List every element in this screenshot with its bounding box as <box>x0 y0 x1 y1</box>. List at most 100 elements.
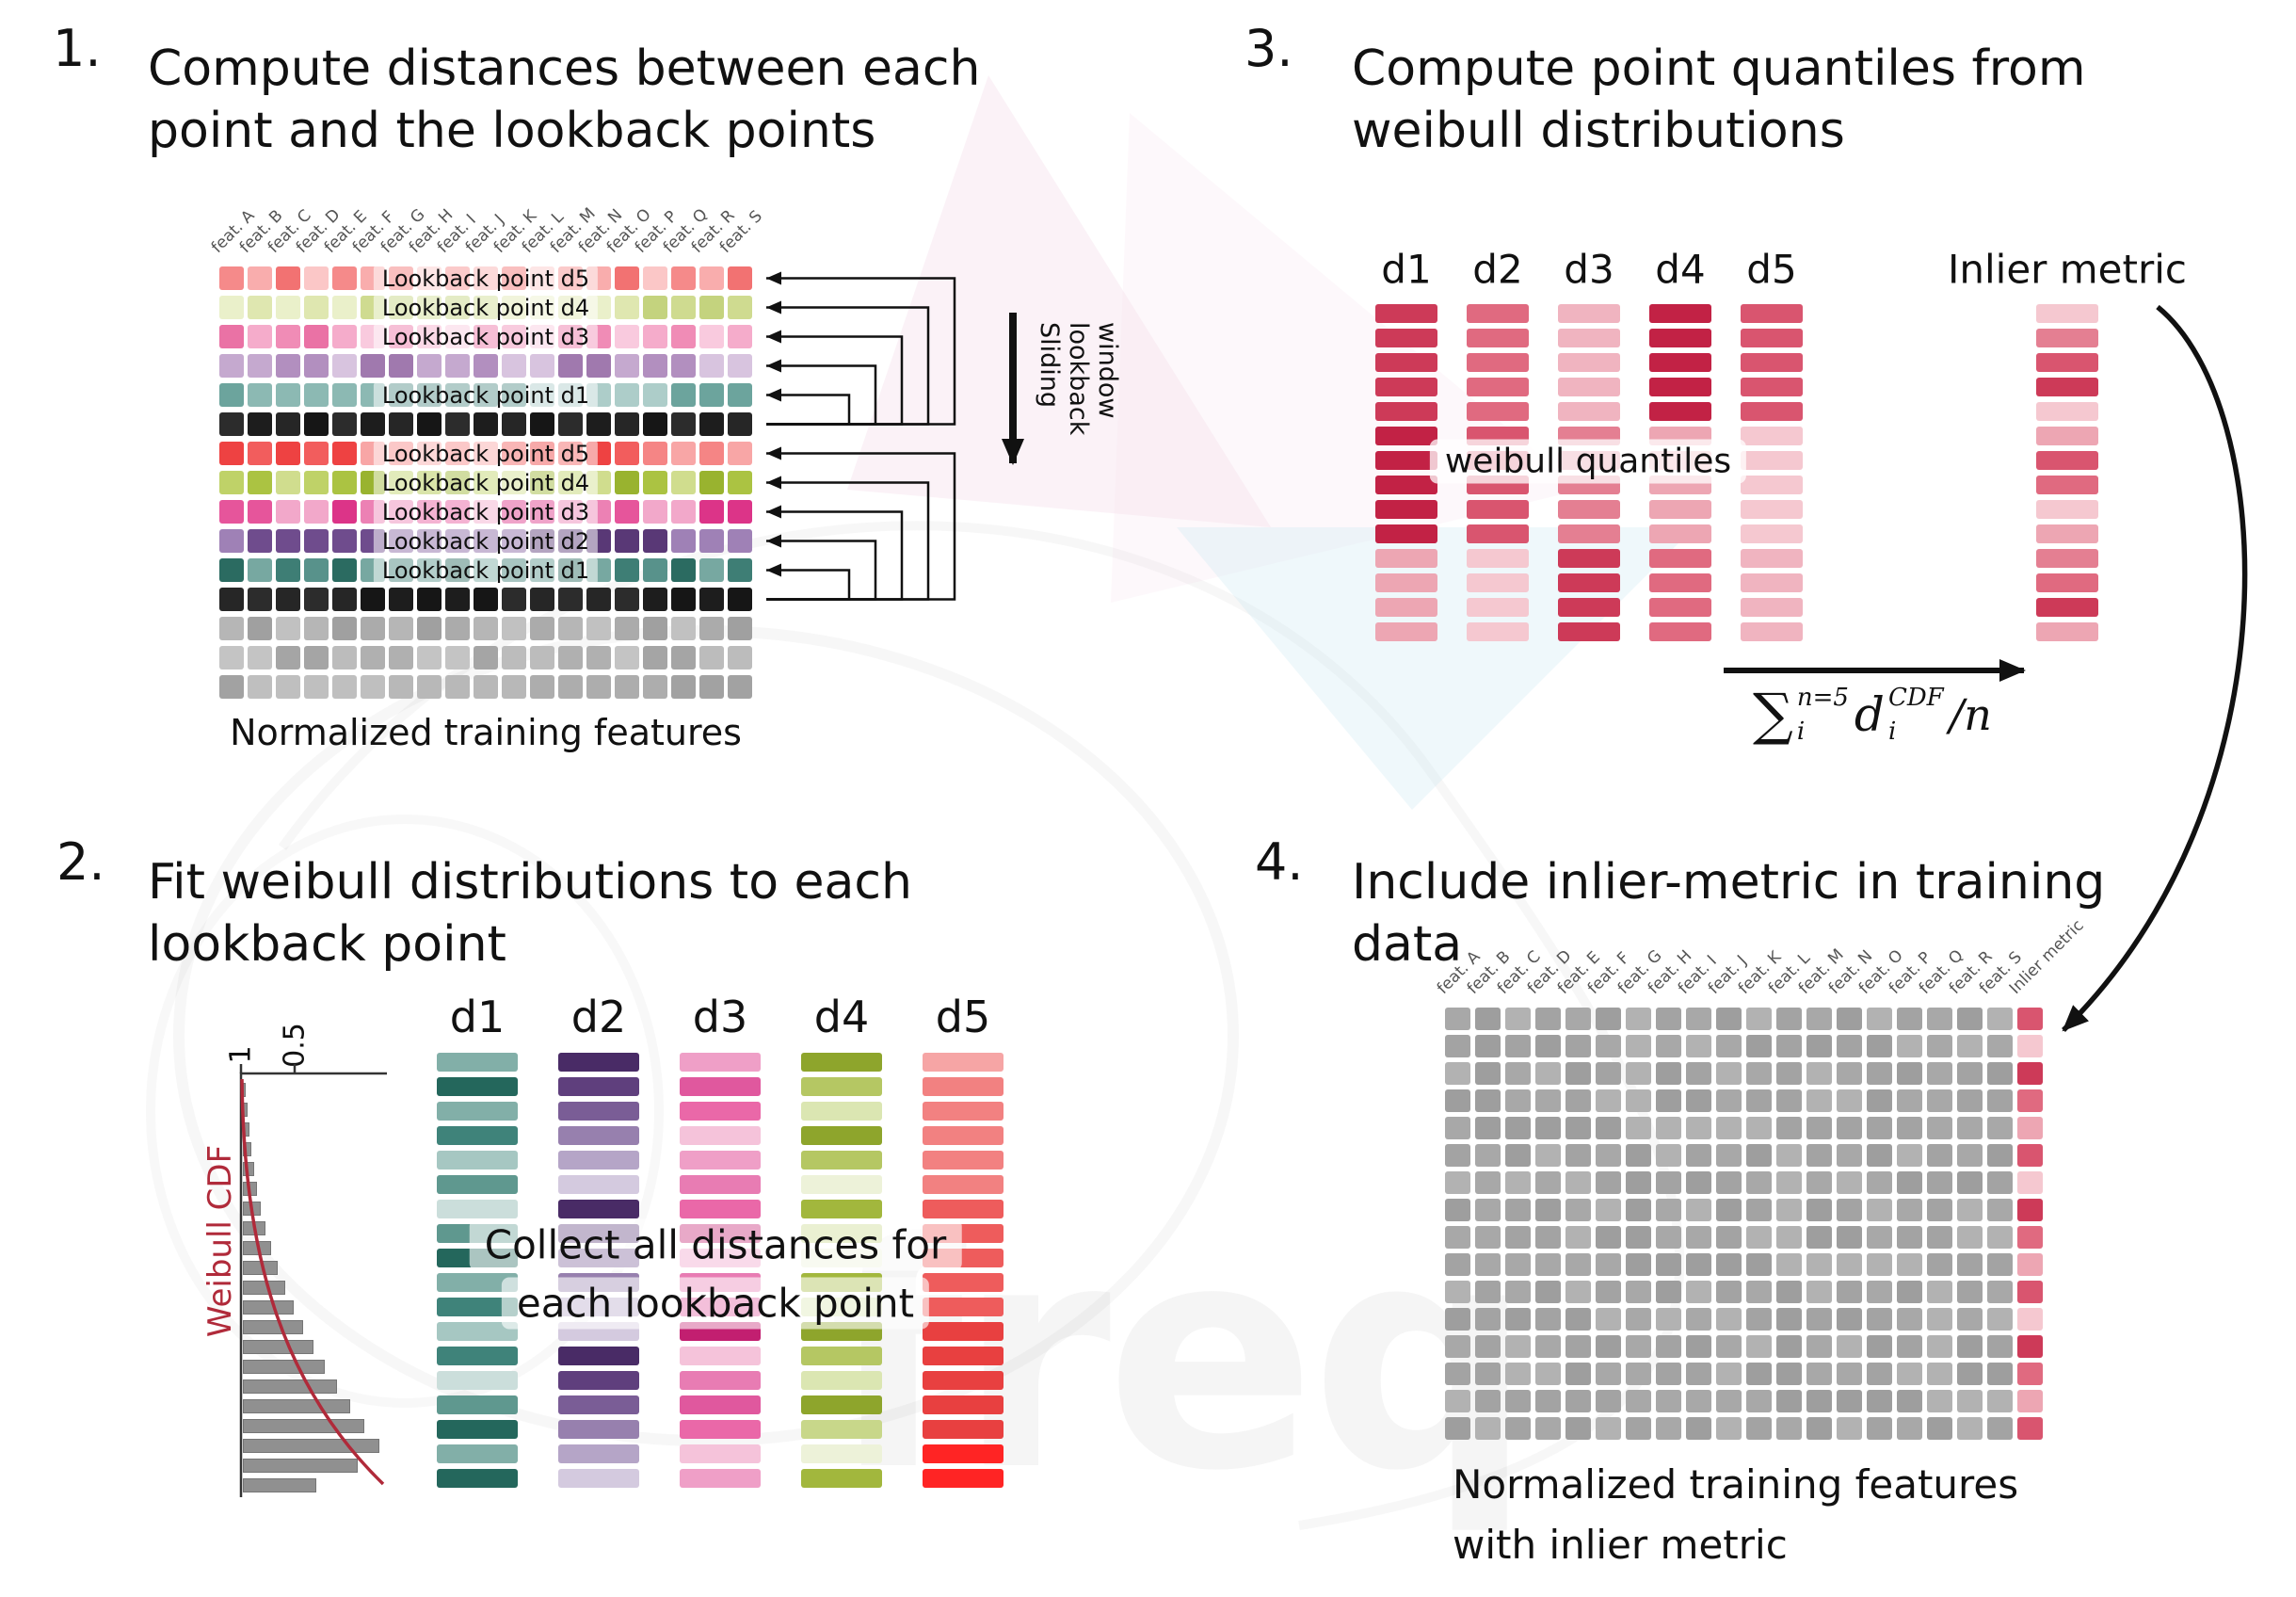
feature-cell <box>304 354 329 378</box>
feature-cell <box>1475 1089 1501 1112</box>
inlier-metric-cell <box>2017 1089 2043 1112</box>
feature-cell <box>1987 1253 2013 1276</box>
feature-cell <box>1505 1417 1531 1440</box>
feature-cell <box>304 646 329 669</box>
feature-cell <box>1987 1281 2013 1303</box>
feature-cell <box>728 646 752 669</box>
feature-cell <box>1957 1417 1983 1440</box>
distance-bar <box>437 1126 518 1145</box>
feature-cell <box>1746 1117 1772 1139</box>
feature-cell <box>643 500 667 524</box>
weibull-quantile-bar <box>1375 524 1437 543</box>
feature-cell <box>1927 1089 1952 1112</box>
feature-cell <box>615 471 639 494</box>
feature-cell <box>1806 1171 1832 1194</box>
lookback-row-label: Lookback point d5 <box>373 440 599 467</box>
feature-cell <box>1957 1226 1983 1249</box>
distance-bar <box>558 1077 639 1096</box>
feature-cell <box>304 471 329 494</box>
feature-cell <box>1535 1308 1561 1331</box>
feature-cell <box>1535 1390 1561 1412</box>
feature-cell <box>1957 1171 1983 1194</box>
feature-cell <box>643 588 667 611</box>
feature-cell <box>586 617 611 640</box>
feature-cell <box>1686 1335 1711 1358</box>
weibull-quantile-bar <box>1649 598 1711 617</box>
feature-cell <box>1535 1417 1561 1440</box>
feature-cell <box>643 266 667 290</box>
panel4-caption-line2: with inlier metric <box>1453 1522 1788 1568</box>
feature-cell <box>417 646 442 669</box>
weibull-quantile-bar <box>1741 427 1803 445</box>
feature-cell <box>1897 1144 1922 1167</box>
feature-cell <box>248 558 272 582</box>
feature-cell <box>1927 1363 1952 1385</box>
feature-cell <box>643 354 667 378</box>
feature-cell <box>728 296 752 319</box>
weibull-quantile-bar <box>1375 329 1437 347</box>
distance-column-label: d2 <box>570 992 627 1042</box>
feature-cell <box>1957 1062 1983 1085</box>
weibull-quantile-bar <box>1649 573 1711 592</box>
feature-cell <box>699 529 724 553</box>
feature-cell <box>728 529 752 553</box>
formula-term-sub: i <box>1887 718 1897 746</box>
feature-cell <box>304 442 329 465</box>
feature-cell <box>1535 1062 1561 1085</box>
feature-cell <box>1927 1117 1952 1139</box>
weibull-quantile-bar <box>1558 598 1620 617</box>
feature-cell <box>1565 1117 1591 1139</box>
feature-cell <box>586 588 611 611</box>
feature-cell <box>558 617 583 640</box>
feature-cell <box>1716 1008 1742 1030</box>
distance-bar <box>680 1469 761 1488</box>
distance-column-label: d3 <box>692 992 748 1042</box>
weibull-quantile-bar <box>1558 353 1620 372</box>
quantile-mean-formula: ∑ n=5 i d CDF i /n <box>1753 686 1992 744</box>
distance-bar <box>680 1126 761 1145</box>
feature-cell <box>1927 1226 1952 1249</box>
feature-cell <box>671 383 696 407</box>
weibull-quantile-bar <box>1558 524 1620 543</box>
feature-cell <box>276 296 300 319</box>
feature-cell <box>699 266 724 290</box>
distance-bar <box>923 1126 1003 1145</box>
feature-cell <box>1867 1390 1892 1412</box>
feature-cell <box>1837 1062 1862 1085</box>
feature-cell <box>1505 1199 1531 1221</box>
feature-cell <box>643 442 667 465</box>
feature-cell <box>1596 1008 1621 1030</box>
feature-cell <box>643 558 667 582</box>
weibull-quantile-bar <box>1741 573 1803 592</box>
inlier-metric-cell <box>2017 1035 2043 1057</box>
feature-cell <box>1475 1226 1501 1249</box>
feature-cell <box>276 558 300 582</box>
feature-cell <box>615 412 639 436</box>
feature-cell <box>1716 1062 1742 1085</box>
feature-cell <box>728 588 752 611</box>
feature-cell <box>1746 1144 1772 1167</box>
feature-cell <box>530 617 554 640</box>
feature-cell <box>417 675 442 699</box>
feature-cell <box>219 646 244 669</box>
formula-sum-sub: i <box>1796 718 1806 746</box>
formula-sum-sup: n=5 <box>1796 684 1849 712</box>
feature-cell <box>1806 1281 1832 1303</box>
distance-bar <box>801 1371 882 1390</box>
feature-cell <box>530 412 554 436</box>
feature-cell <box>1505 1117 1531 1139</box>
panel4-number: 4. <box>1255 832 1304 892</box>
feature-cell <box>276 675 300 699</box>
distance-bar <box>923 1347 1003 1365</box>
feature-cell <box>1565 1199 1591 1221</box>
lookback-row-label: Lookback point d4 <box>373 294 599 321</box>
feature-cell <box>1445 1089 1470 1112</box>
feature-cell <box>1927 1035 1952 1057</box>
lookback-row-label: Lookback point d3 <box>373 498 599 525</box>
feature-cell <box>276 412 300 436</box>
feature-cell <box>1776 1417 1802 1440</box>
collect-distances-label-line1: Collect all distances for <box>469 1218 962 1271</box>
distance-bar <box>437 1200 518 1218</box>
feature-cell <box>1596 1062 1621 1085</box>
